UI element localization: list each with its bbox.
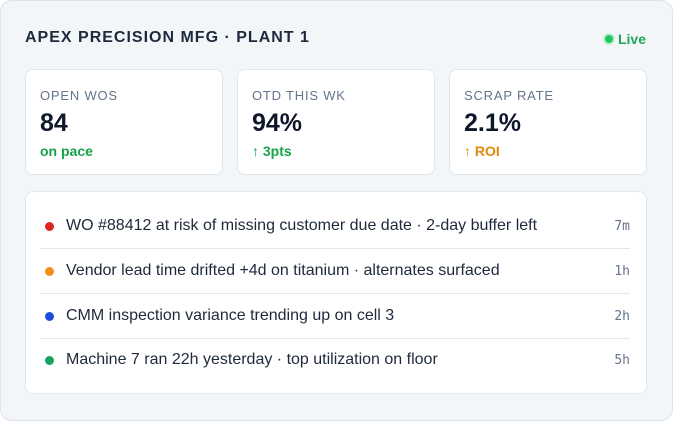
kpi-label: OTD THIS WK: [252, 88, 346, 103]
alert-row: CMM inspection variance trending up on c…: [40, 294, 630, 339]
alert-dot: [45, 221, 54, 231]
alert-dot: [45, 266, 54, 276]
kpi-value: 94%: [252, 109, 303, 137]
kpi-card: OPEN WOS 84 on pace: [25, 69, 223, 175]
alert-dot: [45, 355, 54, 365]
live-status: Live: [604, 31, 646, 47]
kpi-card: OTD THIS WK 94% ↑ 3pts: [237, 69, 435, 175]
alert-text: CMM inspection variance trending up on c…: [66, 307, 395, 324]
kpi-note: on pace: [40, 143, 93, 159]
alert-row: Vendor lead time drifted +4d on titanium…: [40, 249, 630, 294]
kpi-note: ↑ 3pts: [252, 143, 292, 159]
alert-text: Vendor lead time drifted +4d on titanium…: [66, 262, 500, 279]
kpi-note: ↑ ROI: [464, 143, 500, 159]
kpi-label: SCRAP RATE: [464, 88, 554, 103]
alert-list: WO #88412 at risk of missing customer du…: [25, 191, 647, 394]
alert-time: 2h: [614, 308, 630, 324]
alert-text: Machine 7 ran 22h yesterday · top utiliz…: [66, 351, 438, 368]
alert-row: Machine 7 ran 22h yesterday · top utiliz…: [40, 338, 630, 382]
alert-time: 1h: [614, 263, 630, 279]
kpi-label: OPEN WOS: [40, 88, 118, 103]
alert-text: WO #88412 at risk of missing customer du…: [66, 217, 538, 234]
alert-row: WO #88412 at risk of missing customer du…: [40, 204, 630, 249]
plant-title: APEX PRECISION MFG · PLANT 1: [25, 29, 310, 46]
alert-dot: [45, 311, 54, 321]
alert-time: 7m: [614, 218, 630, 234]
kpi-value: 2.1%: [464, 109, 521, 137]
live-dot: [604, 35, 613, 43]
alert-time: 5h: [614, 352, 630, 368]
kpi-card: SCRAP RATE 2.1% ↑ ROI: [449, 69, 647, 175]
kpi-value: 84: [40, 109, 68, 137]
live-label: Live: [617, 31, 646, 47]
